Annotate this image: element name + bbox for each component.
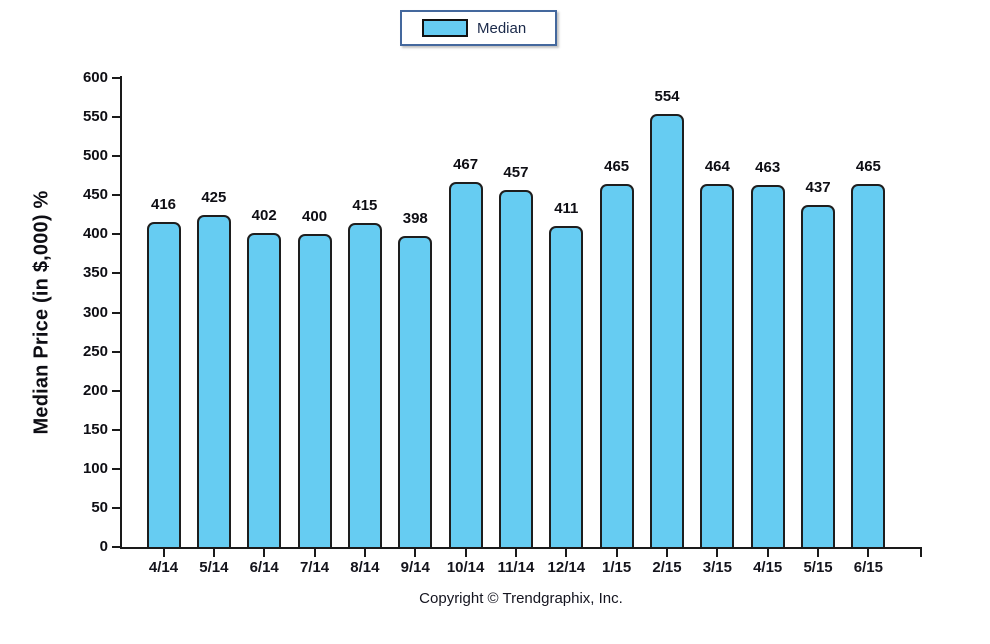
y-tick-label: 350 — [82, 264, 108, 282]
x-tick — [414, 547, 417, 557]
y-tick — [112, 194, 120, 197]
x-tick — [212, 547, 215, 557]
x-tick — [363, 547, 366, 557]
bar — [549, 225, 584, 547]
y-tick — [112, 546, 120, 548]
y-tick — [112, 428, 120, 431]
y-axis-title-wrap: Median Price (in $,000) % — [20, 78, 64, 547]
y-tick-label: 450 — [82, 186, 108, 204]
x-tick-label: 10/14 — [446, 559, 485, 576]
y-tick — [112, 467, 120, 470]
x-tick — [666, 547, 668, 557]
y-tick — [112, 77, 120, 79]
y-tick — [112, 389, 120, 392]
bar — [700, 184, 735, 547]
bar — [297, 234, 332, 547]
x-axis-end-tick — [920, 547, 922, 557]
x-tick-label: 3/15 — [702, 559, 732, 576]
x-axis-line — [120, 547, 922, 549]
bar-value-label: 400 — [302, 208, 328, 226]
bar — [196, 214, 231, 547]
x-tick — [565, 547, 568, 557]
bar-value-label: 554 — [654, 87, 680, 105]
bar-value-label: 465 — [604, 157, 630, 175]
bar-value-label: 411 — [554, 199, 579, 217]
bar — [599, 183, 634, 547]
bar-value-label: 463 — [755, 159, 781, 177]
y-tick — [112, 233, 120, 236]
y-tick — [112, 506, 120, 509]
bar-value-label: 415 — [352, 196, 378, 214]
bar-value-label: 457 — [503, 163, 529, 181]
x-tick — [867, 547, 870, 557]
y-tick — [112, 311, 120, 314]
bar — [247, 232, 282, 547]
x-tick — [615, 547, 618, 557]
x-tick-label: 6/14 — [249, 559, 279, 576]
bar — [146, 221, 181, 547]
x-tick-label: 1/15 — [602, 559, 632, 576]
median-series-swatch-icon — [422, 19, 468, 37]
x-tick — [464, 547, 467, 557]
bar — [801, 205, 836, 547]
x-tick-label: 6/15 — [853, 559, 883, 576]
y-tick — [112, 350, 120, 353]
x-tick — [514, 547, 517, 557]
y-axis-title: Median Price (in $,000) % — [30, 190, 53, 435]
y-tick — [112, 116, 120, 119]
x-tick — [162, 547, 165, 557]
bar — [650, 113, 684, 547]
x-tick-label: 5/15 — [803, 559, 833, 576]
x-tick-label: 5/14 — [199, 559, 229, 576]
legend: Median — [400, 10, 557, 46]
x-tick-label: 4/15 — [753, 559, 783, 576]
y-tick-label: 600 — [82, 69, 108, 86]
y-tick-label: 0 — [99, 538, 108, 555]
x-tick — [313, 547, 316, 557]
y-tick-label: 200 — [82, 381, 108, 399]
bar-value-label: 467 — [453, 155, 479, 173]
bar-value-label: 464 — [704, 158, 730, 176]
bar — [398, 235, 433, 547]
bar-value-label: 465 — [855, 157, 881, 175]
legend-label: Median — [477, 19, 527, 37]
y-tick-label: 50 — [91, 498, 108, 516]
y-tick-label: 500 — [82, 147, 108, 165]
x-tick-label: 11/14 — [497, 559, 535, 576]
bar — [750, 185, 785, 547]
y-tick-label: 100 — [82, 459, 108, 477]
x-tick-label: 12/14 — [547, 559, 586, 576]
bar — [347, 222, 382, 547]
bar-value-label: 425 — [201, 188, 227, 206]
x-tick — [716, 547, 719, 557]
bar-value-label: 398 — [402, 209, 428, 227]
y-tick — [112, 155, 120, 158]
x-tick-label: 7/14 — [299, 559, 330, 576]
x-tick-label: 9/14 — [400, 559, 430, 576]
y-tick-label: 300 — [82, 303, 108, 321]
y-tick-label: 150 — [82, 420, 108, 438]
y-tick — [112, 272, 120, 275]
x-tick-label: 4/14 — [148, 559, 179, 576]
bar-value-label: 402 — [251, 206, 277, 224]
bar — [851, 183, 886, 547]
x-tick-label: 8/14 — [350, 559, 380, 576]
y-tick-label: 550 — [82, 108, 108, 126]
y-tick-label: 400 — [82, 225, 108, 243]
bar-value-label: 416 — [150, 195, 177, 213]
bar-value-label: 437 — [805, 179, 831, 197]
x-tick-label: 2/15 — [652, 559, 682, 576]
copyright-text: Copyright © Trendgraphix, Inc. — [419, 590, 623, 607]
y-tick-label: 250 — [82, 342, 108, 360]
x-tick — [817, 547, 820, 557]
bar — [448, 181, 483, 547]
x-tick — [766, 547, 769, 557]
y-axis-line — [120, 76, 122, 549]
bar — [498, 189, 533, 547]
x-tick — [263, 547, 266, 557]
